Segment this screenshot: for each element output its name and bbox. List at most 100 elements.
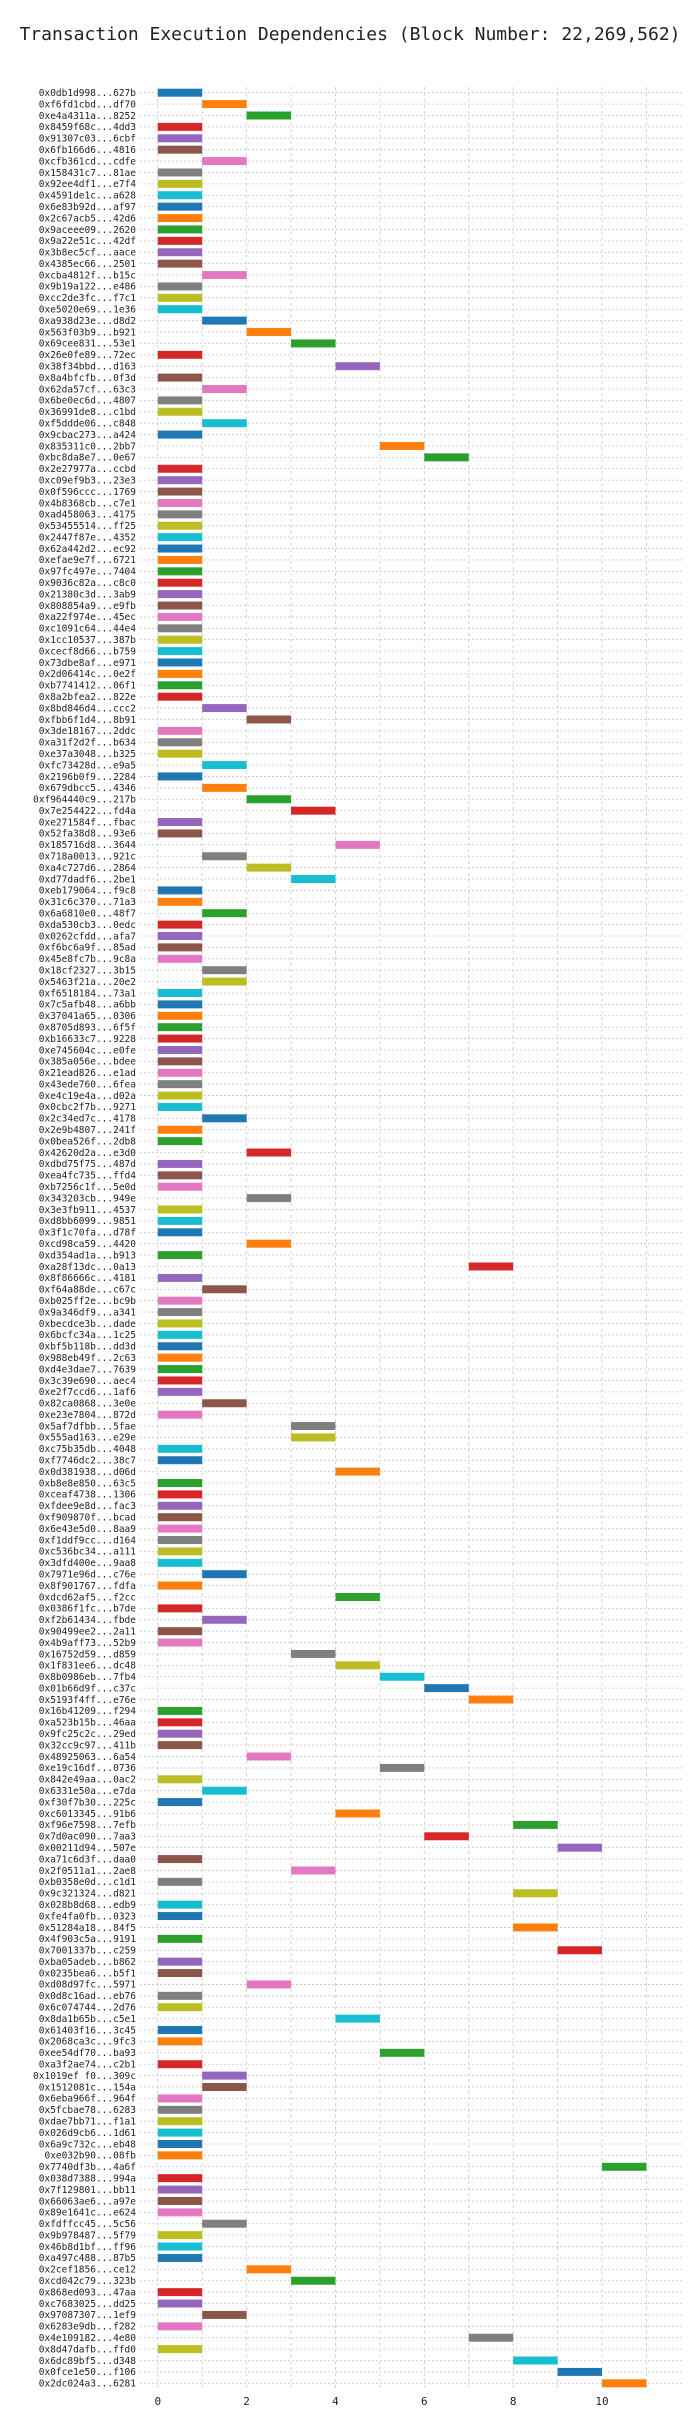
transaction-bar [157, 749, 203, 758]
y-tick-label: 0x5193f4ff...e76e [39, 1695, 137, 1706]
x-tick-label: 8 [510, 2395, 517, 2408]
y-tick-label: 0x31c6c370...71a3 [39, 897, 136, 908]
transaction-bar [202, 385, 247, 393]
transaction-bar [246, 1239, 292, 1248]
y-tick-label: 0x7971e96d...c76e [39, 1569, 137, 1580]
y-tick-label: 0x0d8c16ad...eb76 [39, 1991, 137, 2002]
transaction-bar [157, 214, 203, 223]
transaction-bar [602, 2379, 647, 2388]
x-tick-labels: 0 2 4 6 8 10 [154, 2395, 608, 2408]
y-tick-label: 0xc1091c64...44e4 [39, 624, 137, 635]
transaction-bar [157, 1273, 203, 1282]
y-tick-label: 0xf6fd1cbd...df70 [39, 99, 137, 110]
y-tick-label: 0x2d06414c...0e2f [39, 669, 136, 680]
transaction-bar [157, 1798, 203, 1807]
transaction-bar [202, 1570, 247, 1579]
transaction-bar [157, 669, 203, 678]
transaction-bar [157, 2037, 203, 2046]
y-tick-label: 0x4591de1c...a628 [39, 191, 137, 202]
transaction-bar [157, 772, 203, 781]
y-tick-label: 0x90499ee2...2a11 [39, 1626, 137, 1637]
y-tick-label: 0x6a9c732c...eb48 [39, 2139, 137, 2150]
y-tick-label: 0x038d7388...994a [39, 2173, 136, 2184]
y-tick-label: 0xd77dadf6...2be1 [39, 874, 137, 885]
transaction-bar [157, 1547, 203, 1556]
y-tick-label: 0x16b41209...f294 [39, 1706, 137, 1717]
y-tick-label: 0xe4c19e4a...d02a [39, 1091, 136, 1102]
transaction-bar [157, 1410, 203, 1419]
transaction-bar [157, 282, 203, 291]
transaction-bar [157, 396, 203, 405]
transaction-bar [157, 1216, 203, 1225]
transaction-bar [157, 1581, 203, 1590]
y-tick-label: 0x73dbe8af...e971 [39, 658, 137, 669]
y-tick-label: 0x2e27977a...ccbd [39, 464, 136, 475]
y-tick-label: 0x5af7dfbb...5fae [39, 1421, 137, 1432]
transaction-bar [157, 2026, 203, 2035]
y-tick-label: 0x16752d59...d859 [39, 1649, 137, 1660]
transaction-bar [157, 943, 203, 952]
y-tick-label: 0x8f86666c...4181 [39, 1273, 137, 1284]
y-tick-label: 0x21380c3d...3ab9 [39, 589, 137, 600]
transaction-bar [157, 191, 203, 200]
transaction-bar [157, 2151, 203, 2160]
transaction-bar [157, 510, 203, 519]
y-tick-label: 0xad458063...4175 [39, 510, 136, 521]
y-tick-label: 0xa4c727d6...2864 [39, 863, 137, 874]
transaction-bar [291, 339, 336, 348]
y-tick-label: 0xe5020e69...1e36 [39, 305, 137, 316]
transaction-bar [157, 578, 203, 587]
transaction-bar [157, 373, 203, 382]
transaction-bar [202, 2310, 247, 2319]
transaction-bar [202, 1114, 247, 1123]
transaction-bar [468, 1695, 514, 1704]
transaction-bar [202, 1786, 247, 1795]
y-tick-label: 0x158431c7...81ae [39, 168, 137, 179]
y-tick-label: 0xf964440c9...217b [33, 795, 136, 806]
transaction-bar [157, 248, 203, 257]
y-tick-label: 0x7e254422...fd4a [39, 806, 136, 817]
transaction-bar [157, 1877, 203, 1886]
y-tick-labels: 0x0db1d998...627b0xf6fd1cbd...df700xe4a4… [33, 88, 136, 2390]
transaction-bar [157, 932, 203, 940]
transaction-bar [157, 818, 203, 827]
y-tick-label: 0xfe4fa0fb...0323 [39, 1911, 136, 1922]
y-tick-label: 0x2f0511a1...2ae8 [39, 1866, 137, 1877]
y-tick-label: 0xee54df70...ba93 [39, 2048, 136, 2059]
transaction-bar [157, 829, 203, 838]
y-tick-label: 0x4b8368cb...c7e1 [39, 498, 137, 509]
y-tick-label: 0x9fc25c2c...29ed [39, 1729, 136, 1740]
y-tick-label: 0xcba4812f...b15c [39, 270, 136, 281]
transaction-bar [157, 1706, 203, 1715]
transaction-bar [157, 2003, 203, 2012]
transaction-bar [157, 1011, 203, 1020]
transaction-bar [157, 521, 203, 530]
transaction-bar [291, 875, 336, 884]
y-tick-label: 0x2196b0f9...2284 [39, 772, 137, 783]
y-tick-label: 0x9036c82a...c8c0 [39, 578, 137, 589]
y-tick-label: 0x6dc89bf5...d348 [39, 2356, 137, 2367]
y-tick-label: 0xf7746dc2...38c7 [39, 1456, 136, 1467]
y-tick-label: 0xe37a3048...b325 [39, 749, 136, 760]
y-tick-label: 0xcd042c79...323b [39, 2276, 137, 2287]
transaction-bar [202, 2219, 247, 2228]
y-tick-label: 0x7d0ac090...7aa3 [39, 1832, 136, 1843]
y-tick-label: 0x6a6810e0...48f7 [39, 909, 136, 920]
y-tick-label: 0x2cef1856...ce12 [39, 2265, 136, 2276]
transaction-bar [157, 145, 203, 154]
y-tick-label: 0x835311c0...2bb7 [39, 441, 136, 452]
y-tick-label: 0xbf5b118b...dd3d [39, 1342, 136, 1353]
transaction-bar [157, 612, 203, 621]
y-tick-label: 0x0db1d998...627b [39, 88, 137, 99]
x-tick-label: 4 [332, 2395, 339, 2408]
transaction-bar [157, 2345, 203, 2354]
transaction-bar [202, 2071, 247, 2080]
transaction-bar [157, 1718, 203, 1727]
y-tick-label: 0x01b66d9f...c37c [39, 1683, 136, 1694]
y-tick-label: 0xb16633c7...9228 [39, 1034, 137, 1045]
y-tick-label: 0xa497c488...87b5 [39, 2253, 136, 2264]
transaction-bar [157, 2060, 203, 2069]
transaction-bar [157, 1068, 203, 1077]
transaction-bar [291, 1866, 336, 1875]
y-tick-label: 0xd4e3dae7...7639 [39, 1364, 137, 1375]
